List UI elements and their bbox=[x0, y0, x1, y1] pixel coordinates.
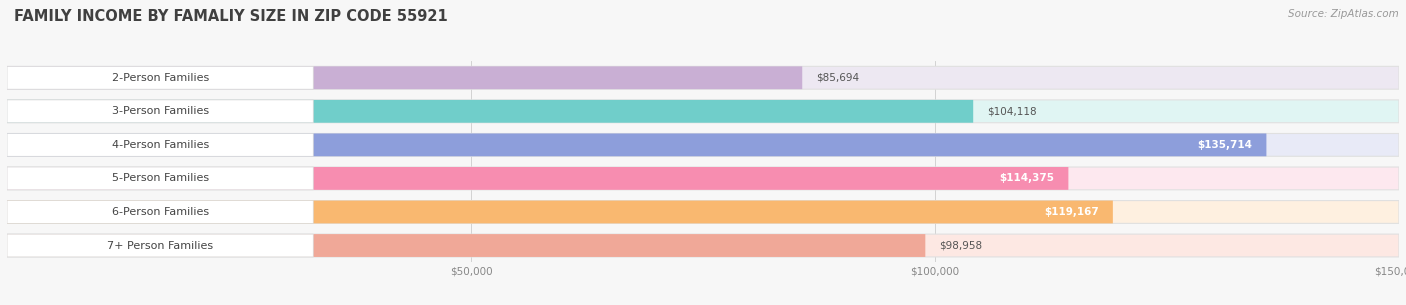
FancyBboxPatch shape bbox=[7, 167, 1399, 190]
FancyBboxPatch shape bbox=[7, 66, 314, 89]
Text: 4-Person Families: 4-Person Families bbox=[111, 140, 208, 150]
FancyBboxPatch shape bbox=[7, 134, 1267, 156]
Text: $119,167: $119,167 bbox=[1045, 207, 1099, 217]
Text: 6-Person Families: 6-Person Families bbox=[111, 207, 208, 217]
Text: Source: ZipAtlas.com: Source: ZipAtlas.com bbox=[1288, 9, 1399, 19]
FancyBboxPatch shape bbox=[7, 134, 1399, 156]
FancyBboxPatch shape bbox=[7, 66, 1399, 89]
Text: 3-Person Families: 3-Person Families bbox=[111, 106, 208, 116]
FancyBboxPatch shape bbox=[7, 201, 1399, 223]
Text: $98,958: $98,958 bbox=[939, 241, 983, 250]
FancyBboxPatch shape bbox=[7, 100, 973, 123]
FancyBboxPatch shape bbox=[7, 100, 314, 123]
Text: FAMILY INCOME BY FAMALIY SIZE IN ZIP CODE 55921: FAMILY INCOME BY FAMALIY SIZE IN ZIP COD… bbox=[14, 9, 447, 24]
FancyBboxPatch shape bbox=[7, 167, 314, 190]
Text: $104,118: $104,118 bbox=[987, 106, 1036, 116]
Text: $85,694: $85,694 bbox=[815, 73, 859, 83]
FancyBboxPatch shape bbox=[7, 167, 1069, 190]
Text: 7+ Person Families: 7+ Person Families bbox=[107, 241, 214, 250]
Text: $114,375: $114,375 bbox=[1000, 174, 1054, 183]
FancyBboxPatch shape bbox=[7, 234, 925, 257]
Text: 2-Person Families: 2-Person Families bbox=[111, 73, 208, 83]
FancyBboxPatch shape bbox=[7, 234, 1399, 257]
Text: $135,714: $135,714 bbox=[1198, 140, 1253, 150]
FancyBboxPatch shape bbox=[7, 66, 803, 89]
FancyBboxPatch shape bbox=[7, 100, 1399, 123]
FancyBboxPatch shape bbox=[7, 201, 1114, 223]
FancyBboxPatch shape bbox=[7, 134, 314, 156]
Text: 5-Person Families: 5-Person Families bbox=[111, 174, 208, 183]
FancyBboxPatch shape bbox=[7, 234, 314, 257]
FancyBboxPatch shape bbox=[7, 201, 314, 223]
